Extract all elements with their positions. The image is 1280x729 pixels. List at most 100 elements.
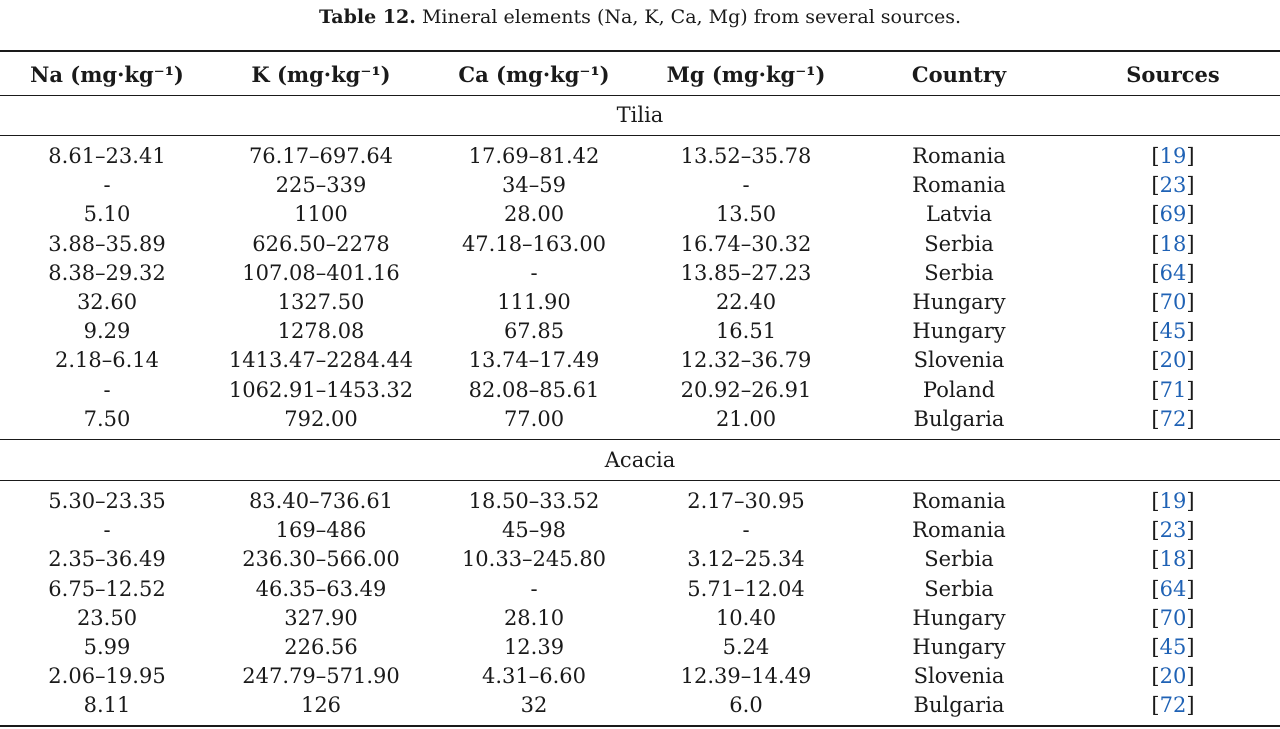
cell-ca: 32 <box>520 693 548 718</box>
cell-ca: 17.69–81.42 <box>468 144 600 168</box>
cell-country: Bulgaria <box>913 693 1005 718</box>
cell-source: [45] <box>1066 633 1280 662</box>
cell-source: [20] <box>1066 346 1280 375</box>
cell-ca: 18.50–33.52 <box>468 489 600 513</box>
cell-na: 5.99 <box>83 635 131 659</box>
cell-ca: 82.08–85.61 <box>468 377 600 402</box>
source-open-bracket: [ <box>1151 547 1160 572</box>
cell-mg: 2.17–30.95 <box>687 489 805 513</box>
cell-ca: 47.18–163.00 <box>461 231 607 256</box>
source-open-bracket: [ <box>1151 290 1160 314</box>
cell-source: [70] <box>1066 604 1280 633</box>
cell-country: Hungary <box>912 635 1006 659</box>
cell-mg: 5.24 <box>722 635 770 659</box>
table-row: 8.38–29.32 107.08–401.16 - 13.85–27.23 Serbi… <box>0 259 1280 288</box>
section-rule-tilia <box>0 135 1280 136</box>
source-open-bracket: [ <box>1151 605 1160 630</box>
cell-source: [19] <box>1066 142 1280 171</box>
cell-country: Slovenia <box>913 664 1005 689</box>
source-close-bracket: ] <box>1186 173 1195 198</box>
cell-k: 107.08–401.16 <box>242 260 400 285</box>
source-reference-link[interactable]: 23 <box>1159 173 1187 198</box>
cell-k: 247.79–571.90 <box>242 664 400 689</box>
table-row: 5.99 226.56 12.39 5.24 Hungary [45] <box>0 633 1280 662</box>
source-reference-link[interactable]: 23 <box>1159 518 1187 543</box>
header-na: Na (mg·kg⁻¹) <box>30 62 184 87</box>
source-reference-link[interactable]: 72 <box>1159 406 1187 431</box>
cell-mg: 21.00 <box>715 406 777 431</box>
source-reference-link[interactable]: 70 <box>1159 605 1187 630</box>
source-reference-link[interactable]: 71 <box>1159 377 1187 402</box>
table-row: 6.75–12.52 46.35–63.49 - 5.71–12.04 Serbia [6… <box>0 575 1280 604</box>
header-k: K (mg·kg⁻¹) <box>251 62 391 87</box>
source-close-bracket: ] <box>1186 489 1195 513</box>
source-reference-link[interactable]: 64 <box>1159 576 1187 601</box>
cell-country: Serbia <box>924 547 994 572</box>
source-open-bracket: [ <box>1151 664 1160 689</box>
table-row: 5.10 1100 28.00 13.50 Latvia [69] <box>0 200 1280 229</box>
header-sources: Sources <box>1126 62 1220 87</box>
header-country: Country <box>911 62 1007 87</box>
cell-country: Poland <box>922 377 996 402</box>
source-open-bracket: [ <box>1151 231 1160 256</box>
cell-k: 1413.47–2284.44 <box>228 348 414 373</box>
cell-country: Romania <box>912 489 1006 513</box>
source-close-bracket: ] <box>1186 290 1195 314</box>
source-reference-link[interactable]: 18 <box>1159 547 1187 572</box>
cell-mg: - <box>742 173 750 198</box>
table-row: 2.18–6.14 1413.47–2284.44 13.74–17.49 12.32… <box>0 346 1280 375</box>
section-rule-acacia <box>0 480 1280 481</box>
source-close-bracket: ] <box>1186 319 1195 344</box>
cell-source: [72] <box>1066 405 1280 434</box>
cell-k: 792.00 <box>284 406 358 431</box>
source-reference-link[interactable]: 20 <box>1159 664 1187 689</box>
cell-country: Romania <box>912 518 1006 543</box>
cell-k: 46.35–63.49 <box>255 576 387 601</box>
source-reference-link[interactable]: 69 <box>1159 202 1187 227</box>
source-reference-link[interactable]: 45 <box>1159 635 1187 659</box>
cell-k: 169–486 <box>275 518 367 543</box>
source-reference-link[interactable]: 70 <box>1159 290 1187 314</box>
cell-na: 5.30–23.35 <box>48 489 166 513</box>
source-reference-link[interactable]: 45 <box>1159 319 1187 344</box>
cell-na: 6.75–12.52 <box>48 576 166 601</box>
source-open-bracket: [ <box>1151 576 1160 601</box>
source-reference-link[interactable]: 64 <box>1159 260 1187 285</box>
cell-na: 2.06–19.95 <box>48 664 166 689</box>
section-divider-rule <box>0 439 1280 440</box>
cell-ca: - <box>530 576 538 601</box>
source-reference-link[interactable]: 19 <box>1159 144 1187 168</box>
section-title-acacia: Acacia <box>604 448 676 472</box>
source-reference-link[interactable]: 18 <box>1159 231 1187 256</box>
table-row: 3.88–35.89 626.50–2278 47.18–163.00 16.74–3… <box>0 230 1280 259</box>
cell-source: [20] <box>1066 662 1280 691</box>
cell-k: 76.17–697.64 <box>248 144 394 168</box>
source-reference-link[interactable]: 19 <box>1159 489 1187 513</box>
cell-mg: 16.74–30.32 <box>680 231 812 256</box>
cell-na: 5.10 <box>83 202 131 227</box>
cell-country: Bulgaria <box>913 406 1005 431</box>
cell-ca: 4.31–6.60 <box>481 664 586 689</box>
cell-source: [71] <box>1066 376 1280 405</box>
cell-mg: 12.32–36.79 <box>680 348 812 373</box>
cell-country: Serbia <box>924 260 994 285</box>
table-row: 5.30–23.35 83.40–736.61 18.50–33.52 2.17–30… <box>0 487 1280 516</box>
cell-k: 226.56 <box>284 635 358 659</box>
header-mg: Mg (mg·kg⁻¹) <box>666 62 826 87</box>
cell-k: 83.40–736.61 <box>248 489 394 513</box>
cell-country: Hungary <box>912 319 1006 344</box>
cell-ca: 12.39 <box>503 635 565 659</box>
cell-na: - <box>103 518 111 543</box>
cell-mg: 22.40 <box>715 290 777 314</box>
cell-mg: 20.92–26.91 <box>680 377 812 402</box>
source-reference-link[interactable]: 20 <box>1159 348 1187 373</box>
source-close-bracket: ] <box>1186 377 1195 402</box>
table-header-row: Na (mg·kg⁻¹) K (mg·kg⁻¹) Ca (mg·kg⁻¹) Mg… <box>0 60 1280 89</box>
cell-ca: 28.10 <box>503 605 565 630</box>
cell-na: - <box>103 173 111 198</box>
cell-ca: 77.00 <box>503 406 565 431</box>
section-title-tilia: Tilia <box>616 103 664 127</box>
source-reference-link[interactable]: 72 <box>1159 693 1187 718</box>
cell-na: 32.60 <box>76 290 138 314</box>
source-close-bracket: ] <box>1186 348 1195 373</box>
